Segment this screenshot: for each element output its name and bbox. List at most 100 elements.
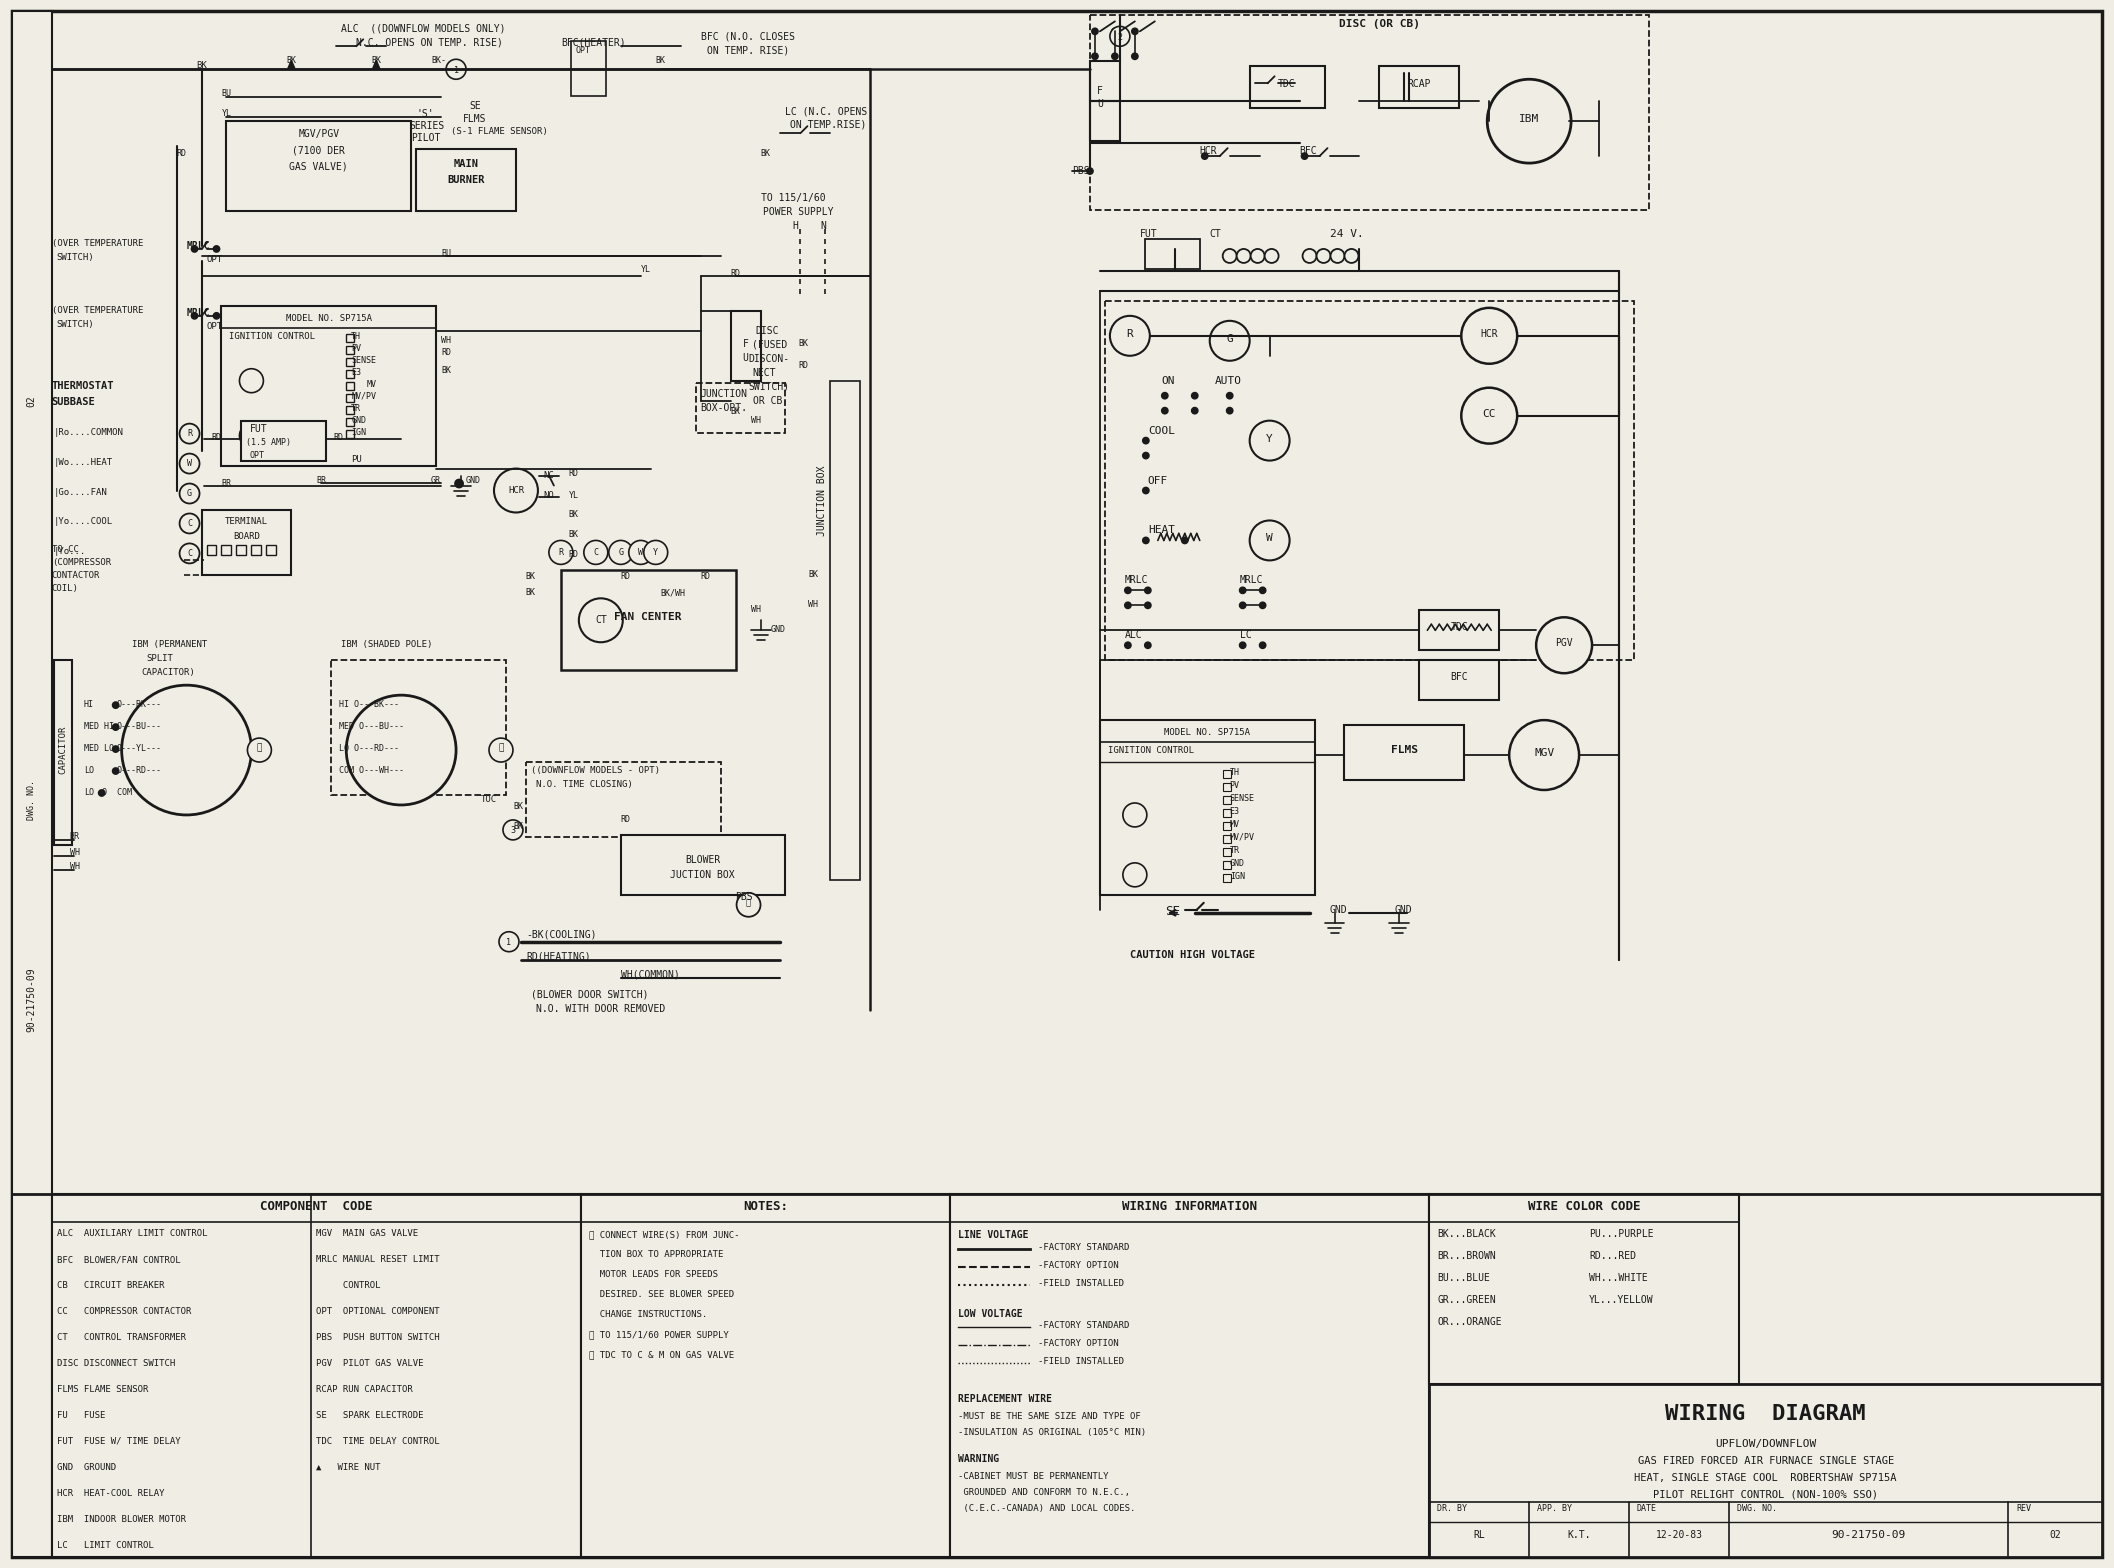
Bar bbox=[237, 546, 247, 555]
Text: UPFLOW/DOWNFLOW: UPFLOW/DOWNFLOW bbox=[1714, 1439, 1816, 1449]
Text: BOARD: BOARD bbox=[233, 533, 260, 541]
Circle shape bbox=[1226, 408, 1232, 414]
Text: ALC  ((DOWNFLOW MODELS ONLY): ALC ((DOWNFLOW MODELS ONLY) bbox=[340, 24, 505, 33]
Bar bbox=[831, 381, 860, 880]
Bar bbox=[526, 762, 721, 837]
Bar bbox=[222, 306, 435, 466]
Text: BK: BK bbox=[197, 61, 207, 71]
Text: SENSE: SENSE bbox=[351, 356, 376, 365]
Text: FU   FUSE: FU FUSE bbox=[57, 1411, 106, 1421]
Bar bbox=[266, 546, 277, 555]
Text: 'S': 'S' bbox=[416, 110, 433, 119]
Text: MV: MV bbox=[1230, 820, 1239, 829]
Text: DATE: DATE bbox=[1636, 1504, 1657, 1513]
Circle shape bbox=[503, 820, 522, 840]
Text: COM O---WH---: COM O---WH--- bbox=[338, 767, 404, 775]
Bar bbox=[347, 370, 355, 378]
Text: DWG. NO.: DWG. NO. bbox=[27, 779, 36, 820]
Text: W: W bbox=[1266, 533, 1273, 544]
Bar bbox=[1222, 848, 1230, 856]
Circle shape bbox=[1302, 154, 1309, 158]
Bar bbox=[1345, 724, 1465, 779]
Bar bbox=[347, 347, 355, 354]
Text: FUT: FUT bbox=[1139, 229, 1158, 238]
Text: ((DOWNFLOW MODELS - OPT): ((DOWNFLOW MODELS - OPT) bbox=[531, 767, 660, 775]
Text: O  COM: O COM bbox=[101, 789, 131, 797]
Bar bbox=[347, 358, 355, 365]
Circle shape bbox=[1192, 392, 1199, 398]
Text: RD: RD bbox=[799, 361, 808, 370]
Circle shape bbox=[499, 931, 518, 952]
Text: Y: Y bbox=[1266, 434, 1273, 444]
Text: K.T.: K.T. bbox=[1566, 1530, 1592, 1540]
Text: ALC: ALC bbox=[1125, 630, 1142, 640]
Bar bbox=[1418, 610, 1499, 651]
Circle shape bbox=[1192, 408, 1199, 414]
Text: DISC DISCONNECT SWITCH: DISC DISCONNECT SWITCH bbox=[57, 1359, 175, 1367]
Circle shape bbox=[180, 513, 199, 533]
Text: -CABINET MUST BE PERMANENTLY: -CABINET MUST BE PERMANENTLY bbox=[958, 1472, 1108, 1480]
Text: MED LO: MED LO bbox=[85, 745, 114, 753]
Circle shape bbox=[1131, 28, 1137, 34]
Text: HI O---BK---: HI O---BK--- bbox=[338, 701, 400, 709]
Circle shape bbox=[628, 541, 653, 564]
Bar bbox=[1222, 782, 1230, 790]
Circle shape bbox=[1461, 387, 1518, 444]
Circle shape bbox=[214, 246, 220, 252]
Bar bbox=[1249, 66, 1325, 108]
Text: RD: RD bbox=[700, 572, 710, 582]
Text: |Yo....COOL: |Yo....COOL bbox=[53, 517, 112, 527]
Text: PU: PU bbox=[351, 455, 361, 464]
Circle shape bbox=[247, 739, 271, 762]
Text: RL: RL bbox=[1473, 1530, 1486, 1540]
Text: ALC  AUXILIARY LIMIT CONTROL: ALC AUXILIARY LIMIT CONTROL bbox=[57, 1229, 207, 1239]
Text: PGV  PILOT GAS VALVE: PGV PILOT GAS VALVE bbox=[317, 1359, 423, 1367]
Text: COOL: COOL bbox=[1148, 425, 1175, 436]
Text: SWITCH): SWITCH) bbox=[57, 252, 95, 262]
Text: -INSULATION AS ORIGINAL (105°C MIN): -INSULATION AS ORIGINAL (105°C MIN) bbox=[958, 1428, 1146, 1436]
Text: REPLACEMENT WIRE: REPLACEMENT WIRE bbox=[958, 1394, 1053, 1403]
Text: BK: BK bbox=[799, 339, 808, 348]
Text: PU...PURPLE: PU...PURPLE bbox=[1590, 1229, 1653, 1239]
Text: -BK(COOLING): -BK(COOLING) bbox=[526, 930, 596, 939]
Text: G: G bbox=[186, 489, 192, 499]
Circle shape bbox=[1163, 408, 1167, 414]
Text: WIRE COLOR CODE: WIRE COLOR CODE bbox=[1528, 1200, 1640, 1214]
Text: MRLC MANUAL RESET LIMIT: MRLC MANUAL RESET LIMIT bbox=[317, 1254, 440, 1264]
Circle shape bbox=[180, 453, 199, 474]
Bar bbox=[1222, 797, 1230, 804]
Text: 90-21750-09: 90-21750-09 bbox=[1831, 1530, 1905, 1540]
Text: WH: WH bbox=[750, 416, 761, 425]
Circle shape bbox=[1163, 392, 1167, 398]
Text: TH: TH bbox=[351, 332, 361, 340]
Text: (BLOWER DOOR SWITCH): (BLOWER DOOR SWITCH) bbox=[531, 989, 649, 1000]
Text: RD: RD bbox=[731, 270, 740, 278]
Circle shape bbox=[609, 541, 632, 564]
Text: GND: GND bbox=[1230, 859, 1245, 867]
Text: MRLC: MRLC bbox=[1125, 575, 1148, 585]
Circle shape bbox=[1087, 168, 1093, 174]
Circle shape bbox=[112, 702, 118, 709]
Text: WH(COMMON): WH(COMMON) bbox=[622, 969, 679, 980]
Text: R: R bbox=[186, 430, 192, 437]
Text: R: R bbox=[558, 547, 562, 557]
Bar bbox=[226, 121, 410, 212]
Circle shape bbox=[1222, 249, 1237, 263]
Text: IBM (PERMANENT: IBM (PERMANENT bbox=[131, 640, 207, 649]
Text: HCR: HCR bbox=[1480, 329, 1499, 339]
Bar bbox=[1380, 66, 1459, 108]
Text: WH: WH bbox=[70, 848, 80, 856]
Bar bbox=[207, 546, 216, 555]
Text: GND: GND bbox=[351, 416, 366, 425]
Circle shape bbox=[1249, 420, 1290, 461]
Text: U: U bbox=[1097, 99, 1104, 110]
Circle shape bbox=[1125, 602, 1131, 608]
Text: -MUST BE THE SAME SIZE AND TYPE OF: -MUST BE THE SAME SIZE AND TYPE OF bbox=[958, 1411, 1142, 1421]
Text: GR...GREEN: GR...GREEN bbox=[1438, 1295, 1497, 1305]
Text: MGV  MAIN GAS VALVE: MGV MAIN GAS VALVE bbox=[317, 1229, 419, 1239]
Text: W: W bbox=[638, 547, 643, 557]
Text: YL: YL bbox=[641, 265, 651, 274]
Text: SUBBASE: SUBBASE bbox=[51, 397, 95, 406]
Text: BK: BK bbox=[731, 406, 740, 416]
Text: PBS  PUSH BUTTON SWITCH: PBS PUSH BUTTON SWITCH bbox=[317, 1333, 440, 1342]
